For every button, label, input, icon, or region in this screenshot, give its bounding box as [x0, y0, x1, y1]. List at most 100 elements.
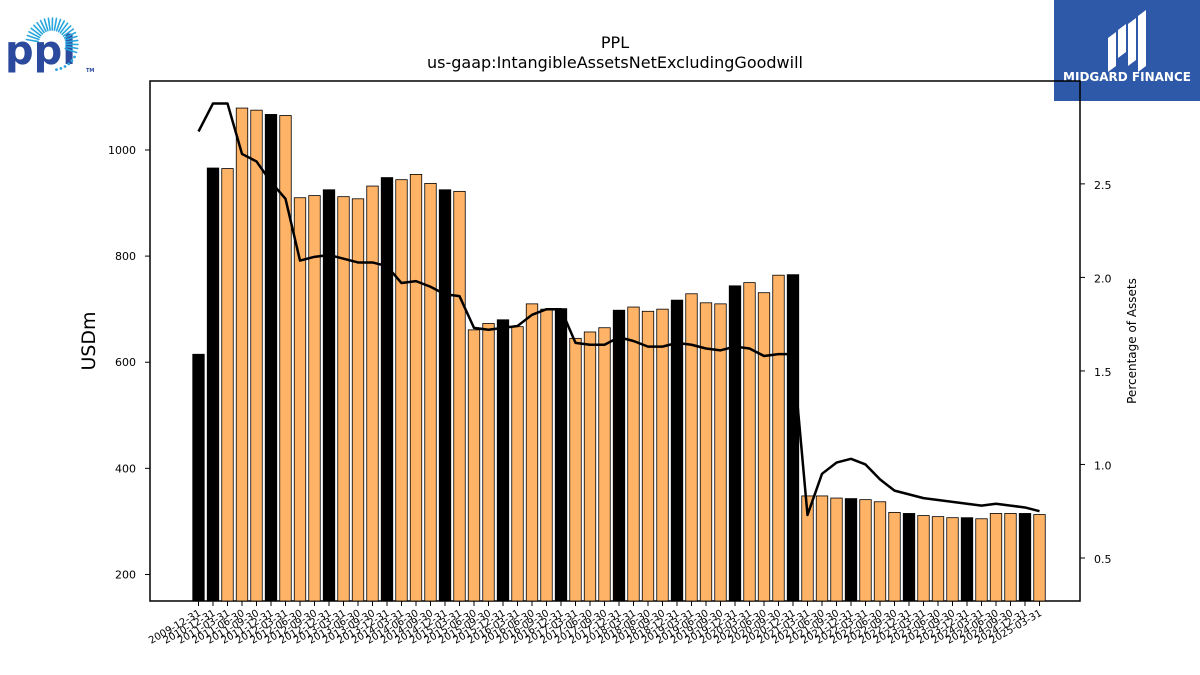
bar-2019-12-31 — [728, 285, 742, 602]
y2-tick-label: 2.5 — [1094, 179, 1112, 192]
bar-series — [192, 107, 1046, 602]
bar-2015-09-30 — [482, 323, 495, 602]
company-logo: ppl TM — [5, 17, 94, 74]
bar-2015-12-31 — [496, 319, 510, 602]
sunburst-ray — [64, 47, 78, 54]
bar-2013-09-30 — [366, 185, 379, 602]
publisher-logo: MIDGARD FINANCE — [1054, 0, 1200, 101]
bar-2019-03-31 — [685, 293, 698, 602]
bar-2018-12-31 — [670, 299, 684, 602]
sunburst-dot — [63, 65, 67, 68]
bar-2016-12-31 — [554, 308, 568, 602]
sunburst-ray — [65, 39, 79, 43]
sunburst-dot — [70, 59, 74, 63]
bar-2022-06-30 — [873, 501, 887, 602]
bar-2023-09-30 — [946, 517, 959, 602]
bar-2024-12-31 — [1018, 513, 1032, 602]
bar-2022-09-30 — [888, 511, 901, 602]
bar-2016-06-30 — [525, 303, 539, 602]
bar-2020-12-31 — [786, 274, 800, 602]
bar-2009-12-31 — [192, 353, 205, 602]
bar-2020-03-31 — [743, 282, 756, 602]
sunburst-ray — [64, 35, 78, 41]
publisher-logo-text: MIDGARD FINANCE — [1063, 70, 1191, 84]
bar-2020-06-30 — [757, 292, 771, 602]
bar-2010-12-31 — [206, 167, 220, 602]
bar-2011-03-31 — [221, 168, 234, 602]
bar-2017-06-30 — [583, 331, 597, 602]
sunburst-dot — [73, 55, 76, 59]
sunburst-ray — [25, 38, 40, 43]
sunburst-ray — [26, 34, 40, 41]
sunburst-ray — [62, 28, 75, 37]
company-logo-tm: TM — [86, 68, 94, 74]
sunburst-dot — [67, 62, 71, 66]
bar-2021-12-31 — [844, 498, 858, 602]
sunburst-ray — [33, 24, 44, 35]
bar-2017-09-30 — [598, 327, 611, 602]
y-axis-title: USDm — [78, 311, 100, 370]
bar-2012-03-31 — [279, 115, 292, 602]
y2-tick-label: 0.5 — [1094, 553, 1112, 566]
bar-2024-09-30 — [1004, 513, 1017, 602]
bar-2017-12-31 — [612, 309, 626, 602]
bar-2021-06-30 — [815, 495, 829, 602]
x-axis: 2009-12-312010-12-312011-03-312011-06-30… — [147, 601, 1044, 647]
bar-2023-03-31 — [917, 515, 930, 602]
bar-2022-03-31 — [859, 499, 872, 602]
sunburst-ray — [36, 21, 45, 34]
publisher-logo-background — [1054, 0, 1200, 101]
y-axis-left: 200 400 600 800 1000 — [108, 144, 150, 581]
bar-2024-03-31 — [975, 518, 988, 602]
bar-2015-03-31 — [453, 190, 466, 602]
sunburst-ray — [59, 22, 69, 34]
y2-tick-label: 1.0 — [1094, 459, 1112, 472]
bar-2011-09-30 — [250, 109, 263, 602]
sunburst-ray — [61, 25, 72, 36]
sunburst-ray — [65, 45, 79, 50]
bar-2018-03-31 — [627, 306, 640, 602]
y2-axis-title: Percentage of Assets — [1125, 278, 1139, 404]
bar-2011-06-30 — [235, 107, 249, 602]
sunburst-ray — [47, 17, 51, 31]
bar-2016-09-30 — [540, 308, 553, 602]
percentage-line — [197, 102, 1040, 517]
y2-tick-label: 1.5 — [1094, 366, 1112, 379]
bar-2023-06-30 — [931, 516, 945, 602]
sunburst-ray — [30, 27, 42, 37]
sunburst-dot — [59, 67, 63, 70]
bar-2013-06-30 — [351, 198, 365, 602]
sunburst-icon — [25, 17, 79, 71]
sunburst-ray — [43, 18, 49, 32]
y-tick-label: 400 — [115, 462, 136, 475]
sunburst-dot — [55, 68, 58, 71]
y2-tick-label: 2.0 — [1094, 272, 1112, 285]
bar-2018-09-30 — [656, 308, 669, 602]
bar-2022-12-31 — [902, 513, 916, 602]
y-axis-right: 0.5 1.0 1.5 2.0 2.5 — [1080, 179, 1112, 566]
bar-2018-06-30 — [641, 310, 655, 602]
y-tick-label: 1000 — [108, 144, 136, 157]
bar-2020-09-30 — [772, 274, 785, 602]
bar-2012-12-31 — [322, 189, 336, 602]
bar-2014-09-30 — [424, 183, 437, 602]
bar-2023-12-31 — [960, 517, 974, 602]
bar-2024-06-30 — [989, 513, 1003, 602]
y-tick-label: 200 — [115, 568, 136, 581]
sunburst-ray — [53, 17, 58, 32]
publisher-m-icon — [1108, 10, 1146, 72]
bar-2025-03-31 — [1033, 514, 1046, 602]
y-tick-label: 600 — [115, 356, 136, 369]
chart-title: PPL — [601, 33, 629, 52]
bar-2021-09-30 — [830, 497, 843, 602]
sunburst-ray — [57, 20, 65, 33]
sunburst-ray — [63, 31, 77, 39]
bar-2014-06-30 — [409, 173, 423, 602]
bar-2016-03-31 — [511, 326, 524, 602]
bar-2014-12-31 — [438, 189, 452, 602]
sunburst-ray — [28, 30, 41, 39]
y-tick-label: 800 — [115, 250, 136, 263]
chart-subtitle: us-gaap:IntangibleAssetsNetExcludingGood… — [427, 53, 803, 72]
bar-2017-03-31 — [569, 337, 582, 602]
